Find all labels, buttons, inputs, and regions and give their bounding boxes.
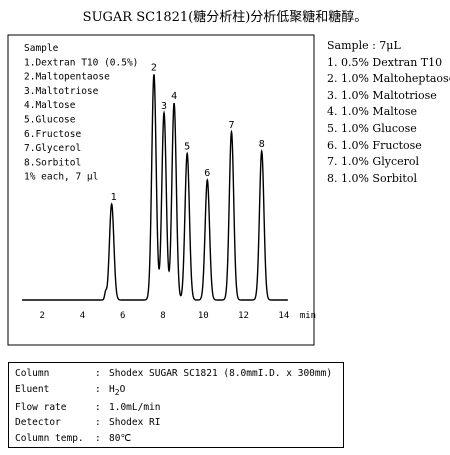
x-tick-label: 12: [238, 311, 249, 321]
inner-legend-line: 1% each, 7 μl: [24, 172, 98, 183]
inner-legend-line: Sample: [24, 43, 59, 54]
condition-row-eluent: Eluent: H2O: [15, 382, 343, 400]
peak-label: 2: [151, 62, 157, 73]
legend-line: 1. 0.5% Dextran T10: [327, 55, 443, 69]
legend-line: 5. 1.0% Glucose: [327, 121, 417, 135]
x-tick-labels: 2 4 6 8 10 12 14 min: [39, 311, 316, 321]
inner-legend-line: 7.Glycerol: [24, 143, 81, 154]
condition-row-column-temp: Column temp.: 80℃: [15, 431, 343, 447]
condition-value: 80℃: [109, 432, 132, 444]
condition-row-column: Column: Shodex SUGAR SC1821 (8.0mmI.D. x…: [15, 366, 343, 382]
chromatogram-chart: Sample 1.Dextran T10 (0.5%) 2.Maltopentaos…: [7, 34, 316, 346]
chromatogram-trace: [22, 74, 288, 301]
peak-label: 3: [161, 101, 167, 112]
inner-legend-line: 3.Maltotriose: [24, 86, 99, 97]
condition-value: Shodex SUGAR SC1821 (8.0mmI.D. x 300mm): [109, 368, 333, 379]
inner-legend-line: 2.Maltopentaose: [24, 72, 110, 83]
x-tick-label: 10: [198, 311, 209, 321]
peak-label: 7: [228, 120, 234, 131]
peak-label: 4: [171, 91, 177, 102]
condition-row-detector: Detector: Shodex RI: [15, 415, 343, 431]
condition-label: Column: [15, 368, 50, 379]
legend-line: 6. 1.0% Fructose: [327, 138, 422, 152]
legend-line: 8. 1.0% Sorbitol: [327, 171, 417, 185]
condition-label: Detector: [15, 417, 61, 429]
condition-label: Eluent: [15, 383, 50, 395]
condition-row-flow-rate: Flow rate: 1.0mL/min: [15, 400, 343, 416]
legend-line: Sample : 7μL: [327, 39, 401, 52]
peak-labels: 1 2 34 5 6 7 8: [111, 62, 265, 203]
chart-frame: [7, 34, 315, 346]
legend-line: 3. 1.0% Maltotriose: [327, 88, 437, 102]
inner-legend: Sample 1.Dextran T10 (0.5%) 2.Maltopentaos…: [24, 43, 138, 183]
conditions-table: Column: Shodex SUGAR SC1821 (8.0mmI.D. x…: [8, 362, 344, 448]
page-title: SUGAR SC1821(糖分析柱)分析低聚糖和糖醇。: [82, 10, 368, 25]
inner-legend-line: 8.Sorbitol: [24, 157, 81, 168]
x-unit-label: min: [300, 311, 316, 321]
condition-label: Flow rate: [15, 401, 67, 413]
x-tick-label: 14: [278, 311, 289, 321]
inner-legend-line: 1.Dextran T10 (0.5%): [24, 57, 138, 68]
x-tick-label: 8: [160, 311, 165, 321]
x-tick-label: 6: [120, 311, 125, 321]
legend-line: 4. 1.0% Maltose: [327, 105, 417, 119]
condition-label: Column temp.: [15, 432, 84, 444]
peak-label: 8: [259, 139, 265, 150]
peak-label: 6: [204, 168, 210, 179]
legend-line: 7. 1.0% Glycerol: [327, 155, 420, 169]
inner-legend-line: 4.Maltose: [24, 100, 76, 111]
x-tick-label: 4: [80, 311, 85, 321]
condition-value: H2O: [109, 383, 126, 397]
condition-value: 1.0mL/min: [109, 401, 161, 413]
peak-label: 1: [111, 192, 117, 203]
peak-label: 5: [184, 142, 190, 153]
condition-value: Shodex RI: [109, 417, 161, 429]
inner-legend-line: 6.Fructose: [24, 129, 81, 140]
sample-legend: Sample : 7μL 1. 0.5% Dextran T10 2. 1.0%…: [327, 38, 450, 187]
inner-legend-line: 5.Glucose: [24, 115, 76, 126]
x-tick-label: 2: [39, 311, 44, 321]
legend-line: 2. 1.0% Maltoheptaose: [327, 72, 450, 86]
